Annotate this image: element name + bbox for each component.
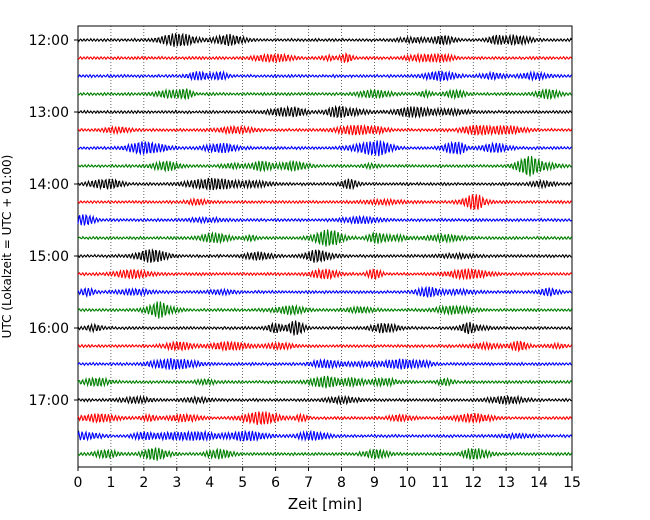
x-tick-label: 7 <box>304 475 313 491</box>
trace-row <box>77 447 573 461</box>
x-tick-label: 14 <box>530 475 548 491</box>
trace-row <box>77 104 573 119</box>
trace-row <box>77 411 573 426</box>
x-axis-ticks: 0 1 2 3 4 5 6 7 8 9 10 11 12 13 14 15 <box>74 467 581 491</box>
x-tick-label: 8 <box>337 475 346 491</box>
x-tick-label: 6 <box>271 475 280 491</box>
trace-row <box>77 320 573 336</box>
trace-row <box>77 301 573 319</box>
trace-row <box>77 248 572 264</box>
trace-row <box>77 285 572 299</box>
trace-row <box>77 140 572 157</box>
trace-row <box>77 213 573 226</box>
trace-row <box>77 229 573 247</box>
x-tick-label: 13 <box>497 475 515 491</box>
trace-row <box>77 429 573 443</box>
x-tick-label: 11 <box>431 475 449 491</box>
trace-row <box>77 69 572 82</box>
x-tick-label: 2 <box>139 475 148 491</box>
trace-row <box>77 32 573 47</box>
y-tick-label: 15:00 <box>29 249 69 265</box>
trace-row <box>77 123 573 137</box>
trace-row <box>77 358 572 371</box>
trace-row <box>77 52 573 64</box>
y-tick-label: 14:00 <box>29 177 69 193</box>
x-tick-label: 5 <box>238 475 247 491</box>
x-tick-label: 12 <box>464 475 482 491</box>
y-tick-label: 12:00 <box>29 33 69 49</box>
trace-row <box>77 194 572 210</box>
x-tick-label: 15 <box>563 475 581 491</box>
trace-row <box>77 177 573 191</box>
y-tick-label: 16:00 <box>29 321 69 337</box>
trace-row <box>77 87 573 101</box>
y-tick-label: 13:00 <box>29 105 69 121</box>
trace-row <box>77 375 573 389</box>
x-tick-label: 4 <box>205 475 214 491</box>
x-tick-label: 9 <box>370 475 379 491</box>
x-tick-label: 3 <box>172 475 181 491</box>
x-tick-label: 10 <box>398 475 416 491</box>
trace-row <box>77 267 573 281</box>
trace-layer <box>77 32 573 461</box>
x-tick-label: 1 <box>106 475 115 491</box>
y-axis-label: UTC (Lokalzeit = UTC + 01:00) <box>0 155 14 339</box>
trace-row <box>77 394 572 406</box>
plot-frame <box>77 25 573 468</box>
y-tick-label: 17:00 <box>29 393 69 409</box>
trace-row <box>77 340 573 353</box>
y-axis-ticks: 12:00 13:00 14:00 15:00 16:00 17:00 <box>29 33 78 409</box>
x-tick-label: 0 <box>74 475 83 491</box>
x-axis-label: Zeit [min] <box>288 495 362 513</box>
trace-row <box>77 155 572 177</box>
